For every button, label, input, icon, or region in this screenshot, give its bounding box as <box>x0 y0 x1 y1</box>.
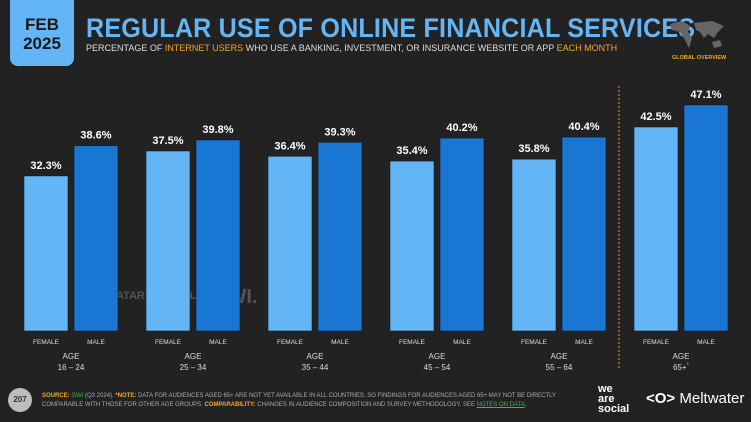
bar-male <box>73 145 119 332</box>
source-label: SOURCE: <box>42 393 70 399</box>
series-label: FEMALE <box>643 339 670 346</box>
data-label: 35.4% <box>396 145 427 157</box>
period: . <box>524 402 527 408</box>
series-label: MALE <box>331 339 349 346</box>
age-label: AGE <box>429 352 446 361</box>
data-label: 40.4% <box>568 121 599 133</box>
bar-female <box>389 160 435 332</box>
bar-male <box>561 136 607 332</box>
series-label: FEMALE <box>399 339 426 346</box>
age-range: 25 – 34 <box>180 363 207 372</box>
source-detail: (Q3 2024). <box>83 393 116 399</box>
age-range: 45 – 54 <box>424 363 451 372</box>
age-range: 55 – 64 <box>546 363 573 372</box>
note-text: DATA FOR AUDIENCES AGED 65+ ARE NOT YET … <box>42 393 556 408</box>
age-label: AGE <box>63 352 80 361</box>
bar-chart: 32.3% FEMALE 38.6% MALE AGE 16 – 24 37.5% FEMAL… <box>23 86 729 372</box>
date-badge: FEB 2025 <box>10 0 74 66</box>
note-label: *NOTE: <box>115 393 137 399</box>
data-label: 47.1% <box>690 89 721 101</box>
bar-male <box>683 104 729 332</box>
data-label: 40.2% <box>446 122 477 134</box>
age-label: AGE <box>185 352 202 361</box>
bar-male <box>195 139 241 332</box>
date-year: 2025 <box>23 34 61 53</box>
bar-female <box>23 175 69 332</box>
age-label: AGE <box>551 352 568 361</box>
meltwater-label: Meltwater <box>679 390 745 407</box>
subtitle-highlight: INTERNET USERS <box>164 43 244 53</box>
bar-male <box>439 137 485 332</box>
series-label: FEMALE <box>33 339 60 346</box>
data-label: 39.8% <box>202 124 233 136</box>
subtitle-text: PERCENTAGE OF <box>86 43 165 53</box>
series-label: MALE <box>697 339 715 346</box>
age-label: AGE <box>307 352 324 361</box>
notes-on-data-link[interactable]: NOTES ON DATA <box>476 402 525 408</box>
comparability-label: COMPARABILITY: <box>204 402 256 408</box>
bar-female <box>633 126 679 332</box>
series-label: FEMALE <box>521 339 548 346</box>
age-range: 65+* <box>673 363 690 372</box>
region-label: GLOBAL OVERVIEW <box>672 55 727 61</box>
series-label: MALE <box>87 339 105 346</box>
bar-female <box>267 156 313 332</box>
series-label: FEMALE <box>277 339 304 346</box>
data-label: 32.3% <box>30 160 61 172</box>
world-map-icon <box>670 21 724 48</box>
subtitle-highlight: EACH MONTH <box>556 43 618 53</box>
meltwater-logo: <O> Meltwater <box>646 390 745 407</box>
series-label: MALE <box>209 339 227 346</box>
footnote-marker: * <box>687 363 690 369</box>
age-label: AGE <box>673 352 690 361</box>
date-month: FEB <box>25 15 59 34</box>
series-label: MALE <box>453 339 471 346</box>
data-label: 35.8% <box>518 143 549 155</box>
data-label: 36.4% <box>274 140 305 152</box>
subtitle: PERCENTAGE OF INTERNET USERS WHO USE A B… <box>86 43 617 53</box>
we-are-social-logo: we are social <box>598 383 630 415</box>
series-label: MALE <box>575 339 593 346</box>
data-label: 42.5% <box>640 111 671 123</box>
footnote: SOURCE: GWI (Q3 2024). *NOTE: DATA FOR A… <box>42 392 582 410</box>
bar-female <box>145 150 191 332</box>
comparability-text: CHANGES IN AUDIENCE COMPOSITION AND SURV… <box>255 402 477 408</box>
data-label: 37.5% <box>152 135 183 147</box>
page-title: REGULAR USE OF ONLINE FINANCIAL SERVICES <box>86 13 696 43</box>
series-label: FEMALE <box>155 339 182 346</box>
source: GWI <box>71 393 84 399</box>
bar-male <box>317 142 363 332</box>
data-label: 38.6% <box>80 130 111 142</box>
subtitle-text: WHO USE A BANKING, INVESTMENT, OR INSURA… <box>243 43 557 53</box>
age-range: 16 – 24 <box>58 363 85 372</box>
age-range: 35 – 44 <box>302 363 329 372</box>
data-label: 39.3% <box>324 126 355 138</box>
bar-female <box>511 158 557 332</box>
page-number: 207 <box>8 388 32 412</box>
